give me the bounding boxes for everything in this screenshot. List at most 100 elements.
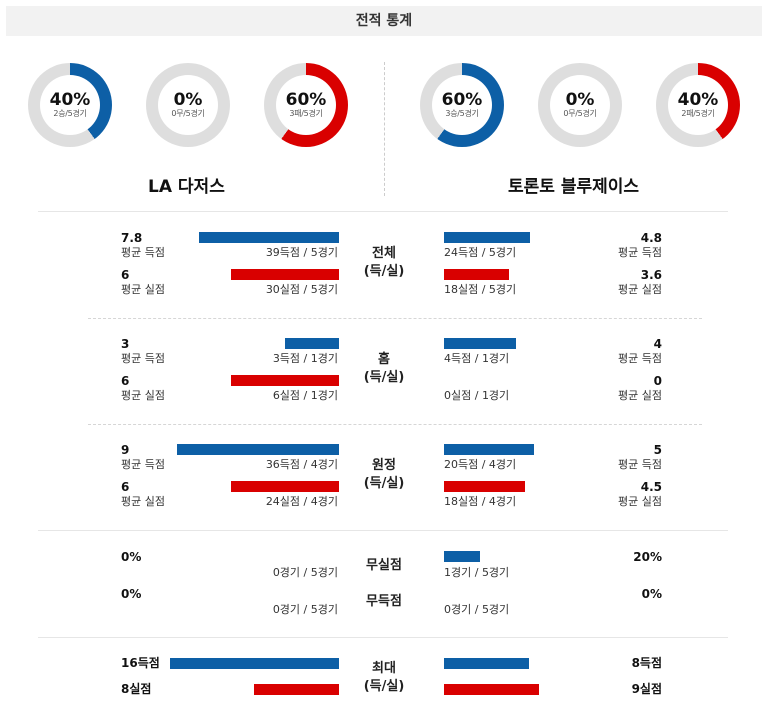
divider: [88, 424, 702, 425]
left-no-scored-count: 0경기 / 5경기: [272, 603, 338, 616]
category-label: 원정 (득/실): [359, 457, 409, 493]
left-max-scored: 16득점: [121, 656, 160, 670]
right-allowed-count: 18실점 / 4경기: [444, 495, 517, 508]
left-allowed-avg: 6: [121, 268, 130, 282]
right-team-name: 토론토 블루제이스: [508, 177, 640, 197]
left-scored-bar: [285, 338, 339, 349]
right-allowed-label: 평균 실점: [618, 283, 662, 296]
left-allowed-label: 평균 실점: [121, 495, 165, 508]
header-title: 전적 통계: [355, 13, 413, 29]
left-scored-bar: [199, 232, 339, 243]
left-draw-donut: 0% 0무/5경기: [146, 63, 230, 147]
left-allowed-label: 평균 실점: [121, 283, 165, 296]
left-scored-count: 39득점 / 5경기: [265, 246, 338, 259]
left-no-allowed-pct: 0%: [121, 550, 142, 564]
section-header: 전적 통계: [6, 6, 762, 36]
category-sub: (득/실): [363, 476, 405, 491]
left-allowed-count: 30실점 / 5경기: [265, 283, 338, 296]
divider: [38, 530, 728, 531]
left-allowed-bar: [231, 481, 339, 492]
category-sub: (득/실): [363, 679, 405, 694]
right-allowed-avg: 0: [653, 374, 662, 388]
left-scored-label: 평균 득점: [121, 246, 165, 259]
right-scored-count: 24득점 / 5경기: [444, 246, 517, 259]
left-no-scored-pct: 0%: [121, 587, 142, 601]
left-no-allowed-count: 0경기 / 5경기: [272, 566, 338, 579]
category-label: 전체 (득/실): [359, 245, 409, 281]
donut-record: 0무/5경기: [563, 109, 597, 118]
category-no-scored: 무득점: [366, 594, 402, 609]
right-no-allowed-count: 1경기 / 5경기: [444, 566, 510, 579]
right-scored-bar: [444, 338, 516, 349]
right-scored-count: 20득점 / 4경기: [444, 458, 517, 471]
right-allowed-bar: [444, 269, 509, 280]
donut-percent: 60%: [285, 90, 327, 110]
right-allowed-label: 평균 실점: [618, 389, 662, 402]
donut-record: 3패/5경기: [289, 109, 323, 118]
category-sub: (득/실): [363, 264, 405, 279]
donut-record: 3승/5경기: [445, 109, 479, 118]
right-scored-avg: 5: [653, 443, 662, 457]
right-no-scored-count: 0경기 / 5경기: [444, 603, 510, 616]
donut-record: 2패/5경기: [681, 109, 715, 118]
right-max-allowed-bar: [444, 684, 539, 695]
left-allowed-label: 평균 실점: [121, 389, 165, 402]
left-scored-label: 평균 득점: [121, 458, 165, 471]
donut-percent: 0%: [173, 90, 203, 110]
donut-percent: 60%: [441, 90, 483, 110]
divider: [88, 318, 702, 319]
right-allowed-count: 0실점 / 1경기: [444, 389, 510, 402]
left-max-allowed: 8실점: [121, 682, 152, 696]
right-allowed-label: 평균 실점: [618, 495, 662, 508]
donut-percent: 40%: [49, 90, 91, 110]
left-allowed-avg: 6: [121, 374, 130, 388]
right-scored-avg: 4: [653, 337, 662, 351]
left-allowed-bar: [231, 269, 339, 280]
right-loss-donut: 40% 2패/5경기: [656, 63, 740, 147]
right-no-allowed-bar: [444, 551, 480, 562]
right-scored-bar: [444, 232, 530, 243]
right-scored-label: 평균 득점: [618, 352, 662, 365]
right-max-scored-bar: [444, 658, 529, 669]
right-allowed-avg: 3.6: [640, 268, 662, 282]
category-main: 최대: [372, 661, 396, 676]
left-max-scored-bar: [170, 658, 339, 669]
right-no-scored-pct: 0%: [641, 587, 662, 601]
category-no-allowed: 무실점: [366, 558, 402, 573]
right-max-scored: 8득점: [631, 656, 662, 670]
donut-percent: 0%: [565, 90, 595, 110]
left-loss-donut: 60% 3패/5경기: [264, 63, 348, 147]
left-allowed-count: 6실점 / 1경기: [272, 389, 338, 402]
divider: [38, 211, 728, 212]
left-scored-avg: 3: [121, 337, 130, 351]
category-main: 전체: [372, 246, 396, 261]
right-max-allowed: 9실점: [631, 682, 662, 696]
divider: [38, 637, 728, 638]
donut-percent: 40%: [677, 90, 719, 110]
left-allowed-avg: 6: [121, 480, 130, 494]
right-scored-label: 평균 득점: [618, 458, 662, 471]
right-draw-donut: 0% 0무/5경기: [538, 63, 622, 147]
right-allowed-avg: 4.5: [640, 480, 662, 494]
left-allowed-count: 24실점 / 4경기: [265, 495, 338, 508]
left-scored-label: 평균 득점: [121, 352, 165, 365]
right-win-donut: 60% 3승/5경기: [420, 63, 504, 147]
donut-record: 0무/5경기: [171, 109, 205, 118]
category-main: 홈: [378, 352, 390, 367]
right-scored-avg: 4.8: [640, 231, 662, 245]
left-scored-count: 36득점 / 4경기: [265, 458, 338, 471]
left-allowed-bar: [231, 375, 339, 386]
donut-record: 2승/5경기: [53, 109, 87, 118]
right-allowed-count: 18실점 / 5경기: [444, 283, 517, 296]
left-win-donut: 40% 2승/5경기: [28, 63, 112, 147]
category-sub: (득/실): [363, 370, 405, 385]
left-scored-avg: 9: [121, 443, 130, 457]
left-team-name: LA 다저스: [148, 177, 225, 197]
right-allowed-bar: [444, 481, 525, 492]
category-label: 최대 (득/실): [359, 660, 409, 696]
right-no-allowed-pct: 20%: [633, 550, 662, 564]
left-max-allowed-bar: [254, 684, 339, 695]
right-scored-label: 평균 득점: [618, 246, 662, 259]
left-scored-avg: 7.8: [121, 231, 143, 245]
category-main: 원정: [372, 458, 396, 473]
